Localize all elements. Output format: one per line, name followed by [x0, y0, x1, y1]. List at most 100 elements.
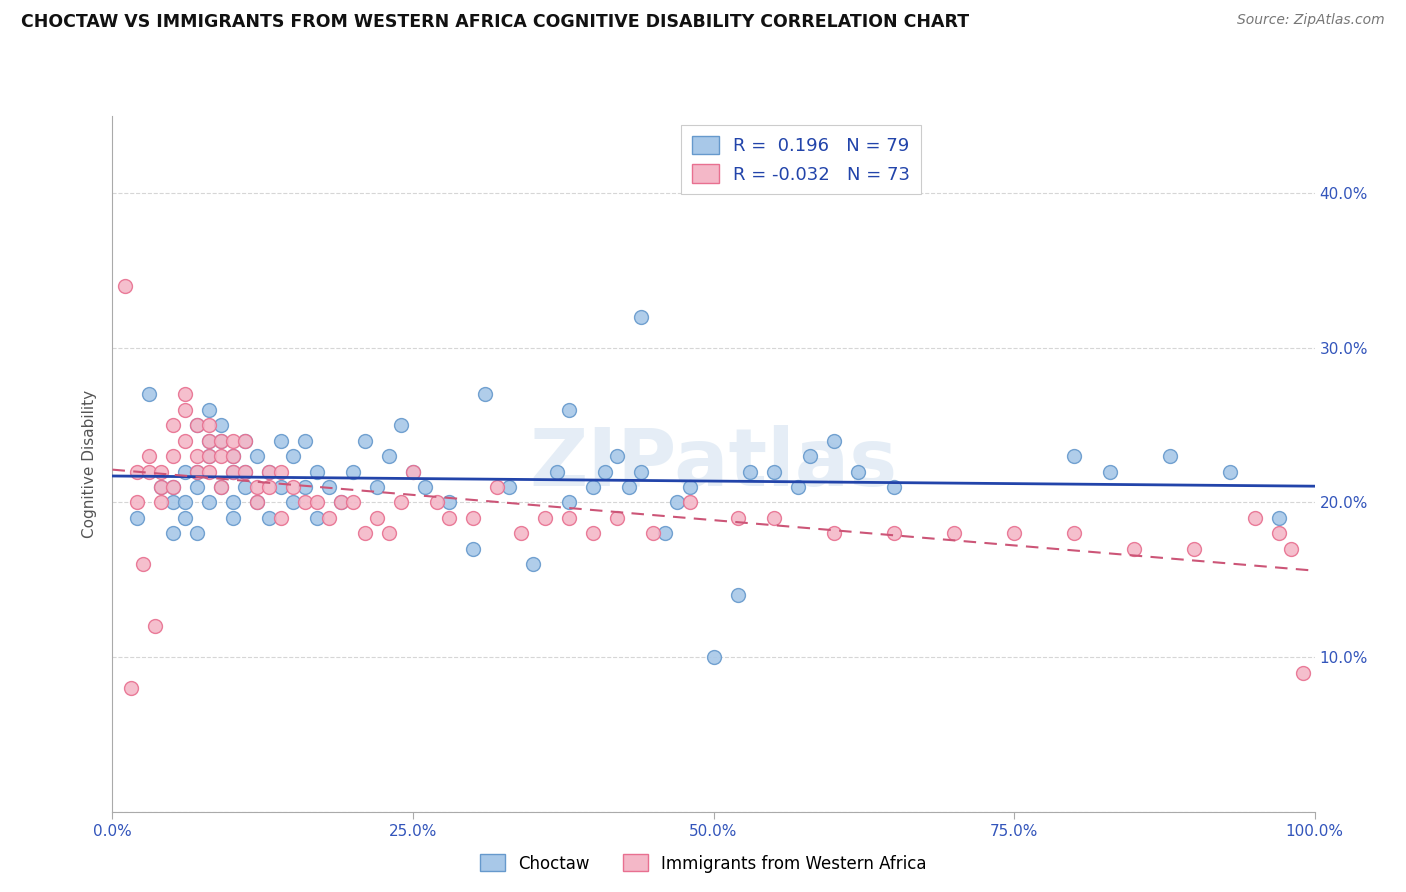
Point: [162, 526, 184, 541]
Point: [246, 495, 269, 509]
Point: [510, 526, 533, 541]
Point: [389, 495, 412, 509]
Text: ZIPatlas: ZIPatlas: [530, 425, 897, 503]
Point: [257, 465, 280, 479]
Point: [1219, 465, 1241, 479]
Point: [582, 526, 605, 541]
Point: [366, 511, 388, 525]
Point: [294, 495, 316, 509]
Point: [1063, 449, 1085, 463]
Point: [222, 511, 245, 525]
Point: [402, 465, 425, 479]
Point: [209, 434, 232, 448]
Point: [823, 526, 845, 541]
Point: [222, 465, 245, 479]
Point: [294, 480, 316, 494]
Point: [461, 511, 484, 525]
Point: [197, 434, 219, 448]
Legend: R =  0.196   N = 79, R = -0.032   N = 73: R = 0.196 N = 79, R = -0.032 N = 73: [681, 125, 921, 194]
Point: [727, 511, 749, 525]
Point: [630, 310, 652, 324]
Point: [209, 434, 232, 448]
Point: [1063, 526, 1085, 541]
Point: [702, 650, 725, 665]
Point: [186, 480, 208, 494]
Point: [197, 449, 219, 463]
Point: [222, 495, 245, 509]
Point: [270, 465, 292, 479]
Point: [143, 619, 166, 633]
Point: [426, 495, 449, 509]
Point: [305, 465, 328, 479]
Point: [738, 465, 761, 479]
Text: CHOCTAW VS IMMIGRANTS FROM WESTERN AFRICA COGNITIVE DISABILITY CORRELATION CHART: CHOCTAW VS IMMIGRANTS FROM WESTERN AFRIC…: [21, 13, 969, 31]
Point: [582, 480, 605, 494]
Point: [173, 511, 195, 525]
Point: [270, 434, 292, 448]
Point: [654, 526, 676, 541]
Point: [281, 449, 304, 463]
Point: [186, 526, 208, 541]
Point: [546, 465, 568, 479]
Point: [318, 480, 340, 494]
Point: [209, 480, 232, 494]
Y-axis label: Cognitive Disability: Cognitive Disability: [82, 390, 97, 538]
Point: [846, 465, 869, 479]
Point: [281, 480, 304, 494]
Point: [197, 418, 219, 433]
Point: [162, 480, 184, 494]
Point: [329, 495, 352, 509]
Point: [257, 480, 280, 494]
Point: [606, 511, 628, 525]
Point: [486, 480, 509, 494]
Point: [762, 511, 785, 525]
Point: [643, 526, 665, 541]
Legend: Choctaw, Immigrants from Western Africa: Choctaw, Immigrants from Western Africa: [472, 847, 934, 880]
Point: [233, 434, 256, 448]
Point: [186, 465, 208, 479]
Point: [257, 465, 280, 479]
Point: [378, 526, 401, 541]
Point: [149, 480, 172, 494]
Point: [246, 495, 269, 509]
Point: [630, 465, 652, 479]
Point: [558, 511, 581, 525]
Point: [461, 541, 484, 556]
Text: Source: ZipAtlas.com: Source: ZipAtlas.com: [1237, 13, 1385, 28]
Point: [209, 480, 232, 494]
Point: [366, 480, 388, 494]
Point: [305, 511, 328, 525]
Point: [233, 465, 256, 479]
Point: [114, 279, 136, 293]
Point: [222, 465, 245, 479]
Point: [270, 480, 292, 494]
Point: [294, 434, 316, 448]
Point: [402, 465, 425, 479]
Point: [233, 480, 256, 494]
Point: [162, 480, 184, 494]
Point: [197, 434, 219, 448]
Point: [678, 495, 700, 509]
Point: [209, 449, 232, 463]
Point: [1159, 449, 1181, 463]
Point: [138, 465, 160, 479]
Point: [522, 558, 544, 572]
Point: [186, 418, 208, 433]
Point: [222, 449, 245, 463]
Point: [1267, 511, 1289, 525]
Point: [173, 495, 195, 509]
Point: [197, 449, 219, 463]
Point: [162, 495, 184, 509]
Point: [138, 449, 160, 463]
Point: [558, 402, 581, 417]
Point: [162, 418, 184, 433]
Point: [329, 495, 352, 509]
Point: [257, 511, 280, 525]
Point: [305, 495, 328, 509]
Point: [233, 434, 256, 448]
Point: [342, 465, 364, 479]
Point: [1243, 511, 1265, 525]
Point: [606, 449, 628, 463]
Point: [354, 434, 377, 448]
Point: [799, 449, 821, 463]
